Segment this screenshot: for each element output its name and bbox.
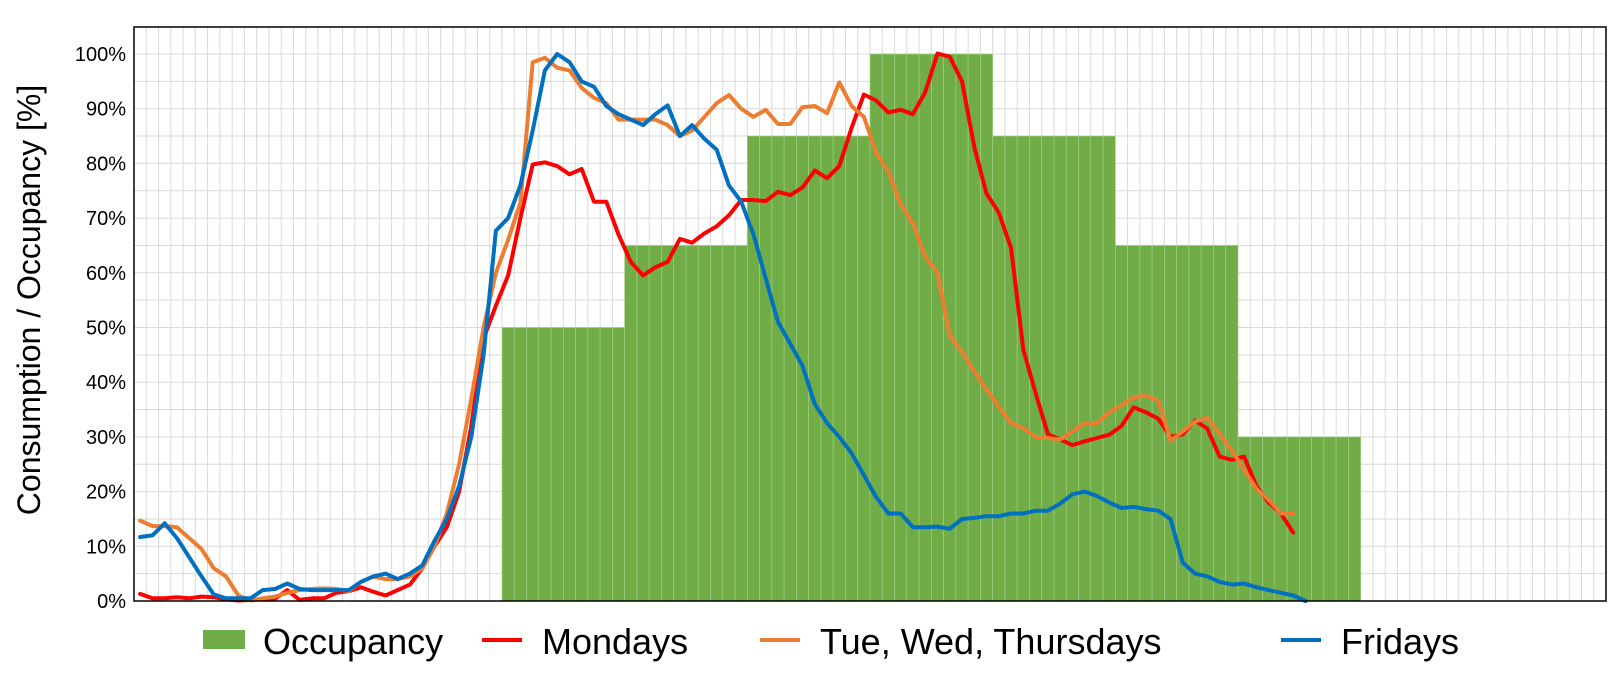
occupancy-bar xyxy=(1090,135,1104,602)
occupancy-bar xyxy=(648,245,662,602)
occupancy-bar xyxy=(881,53,895,602)
occupancy-bar xyxy=(1249,436,1263,602)
occupancy-bar xyxy=(1323,436,1337,602)
y-tick-label: 100% xyxy=(75,44,126,66)
occupancy-bar xyxy=(857,135,871,602)
occupancy-bar xyxy=(771,135,785,602)
occupancy-bar xyxy=(734,245,748,602)
occupancy-bar xyxy=(1335,436,1349,602)
legend-label: Occupancy xyxy=(263,621,443,662)
occupancy-bar xyxy=(624,245,638,602)
occupancy-bar xyxy=(1004,135,1018,602)
series-line-mondays xyxy=(138,51,1296,603)
occupancy-bar xyxy=(1299,436,1312,602)
occupancy-bar xyxy=(513,327,527,602)
occupancy-bar xyxy=(1213,245,1227,602)
y-tick-label: 10% xyxy=(86,536,126,558)
occupancy-bar xyxy=(1348,436,1361,602)
occupancy-bar xyxy=(808,135,822,602)
occupancy-bar xyxy=(575,327,589,602)
y-tick-labels: 0% 10% 20% 30% 40% 50% 60% 70% 80% 90% 100% xyxy=(75,44,126,613)
series-line-fridays xyxy=(138,52,1308,603)
occupancy-bar xyxy=(980,53,993,602)
occupancy-bar xyxy=(526,327,540,602)
occupancy-bar xyxy=(710,245,724,602)
occupancy-bar xyxy=(685,245,699,602)
occupancy-bar xyxy=(599,327,613,602)
occupancy-bar xyxy=(1041,135,1055,602)
occupancy-bar xyxy=(931,53,944,602)
occupancy-bar xyxy=(501,327,515,602)
occupancy-bar xyxy=(1262,436,1276,602)
y-tick-label: 70% xyxy=(86,208,126,230)
occupancy-bar xyxy=(697,245,711,602)
plot-area-border xyxy=(133,26,1607,602)
occupancy-bar xyxy=(747,135,760,602)
occupancy-bar xyxy=(563,327,576,602)
occupancy-bar xyxy=(1286,436,1300,602)
legend: Occupancy Mondays Tue, Wed, Thursdays Frida… xyxy=(203,621,1459,662)
series-lines xyxy=(138,51,1308,603)
legend-swatch xyxy=(203,630,245,649)
y-tick-label: 80% xyxy=(86,153,126,175)
occupancy-bar xyxy=(1139,245,1153,602)
occupancy-bar xyxy=(832,135,846,602)
occupancy-bar xyxy=(550,327,564,602)
y-tick-label: 60% xyxy=(86,263,126,285)
occupancy-bar xyxy=(906,53,920,602)
occupancy-bar xyxy=(538,327,552,602)
occupancy-bar xyxy=(1102,135,1116,602)
y-tick-label: 30% xyxy=(86,427,126,449)
occupancy-bar xyxy=(673,245,687,602)
y-tick-label: 0% xyxy=(97,591,126,613)
legend-label: Fridays xyxy=(1341,621,1459,662)
occupancy-bar xyxy=(722,245,736,602)
occupancy-bar xyxy=(1078,135,1092,602)
y-axis-title: Consumption / Occupancy [%] xyxy=(11,85,47,515)
y-tick-label: 90% xyxy=(86,99,126,121)
y-tick-label: 20% xyxy=(86,482,126,504)
occupancy-bar xyxy=(1127,245,1141,602)
occupancy-bar xyxy=(820,135,834,602)
occupancy-bar xyxy=(636,245,650,602)
y-tick-label: 50% xyxy=(86,318,126,340)
legend-label: Mondays xyxy=(542,621,688,662)
legend-label: Tue, Wed, Thursdays xyxy=(820,621,1162,662)
occupancy-bar xyxy=(783,135,797,602)
y-tick-label: 40% xyxy=(86,372,126,394)
occupancy-bar xyxy=(587,327,601,602)
occupancy-bar xyxy=(1225,245,1239,602)
occupancy-bar xyxy=(1029,135,1043,602)
occupancy-bar xyxy=(612,327,625,602)
occupancy-bar xyxy=(845,135,859,602)
occupancy-bar xyxy=(1065,135,1079,602)
occupancy-bar xyxy=(759,135,773,602)
occupancy-bar xyxy=(1311,436,1325,602)
occupancy-bar xyxy=(1053,135,1067,602)
occupancy-bar xyxy=(661,245,675,602)
occupancy-bar xyxy=(918,53,932,602)
